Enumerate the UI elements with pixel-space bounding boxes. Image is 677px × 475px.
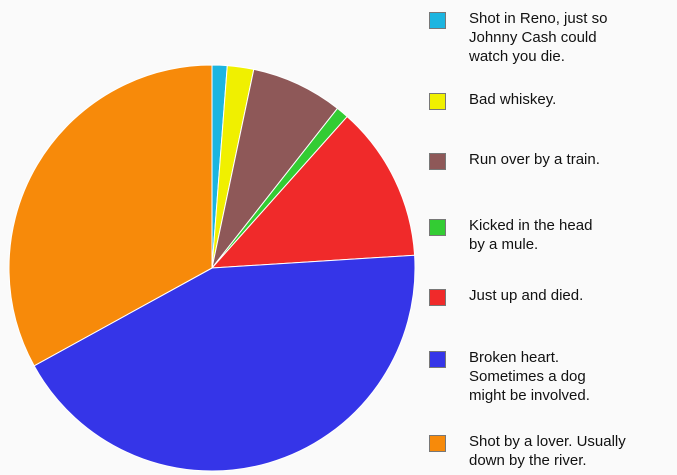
legend-swatch bbox=[429, 153, 446, 170]
legend-label: Shot in Reno, just so Johnny Cash could … bbox=[469, 10, 608, 65]
pie-slice-5 bbox=[210, 115, 416, 269]
legend-swatch bbox=[429, 12, 446, 29]
pie-slice-6 bbox=[33, 254, 416, 472]
legend-label: Just up and died. bbox=[469, 287, 584, 304]
legend-swatch bbox=[429, 351, 446, 368]
legend-swatch bbox=[429, 435, 446, 452]
legend-swatch bbox=[429, 219, 446, 236]
legend-label: Broken heart. Sometimes a dog might be i… bbox=[469, 349, 590, 404]
legend-label: Shot by a lover. Usually down by the riv… bbox=[469, 433, 626, 469]
legend-label: Bad whiskey. bbox=[469, 91, 557, 108]
legend-swatch bbox=[429, 93, 446, 110]
legend-swatch bbox=[429, 289, 446, 306]
legend-label: Run over by a train. bbox=[469, 151, 600, 168]
legend-label: Kicked in the head by a mule. bbox=[469, 217, 593, 253]
pie-slice-7 bbox=[8, 64, 213, 367]
